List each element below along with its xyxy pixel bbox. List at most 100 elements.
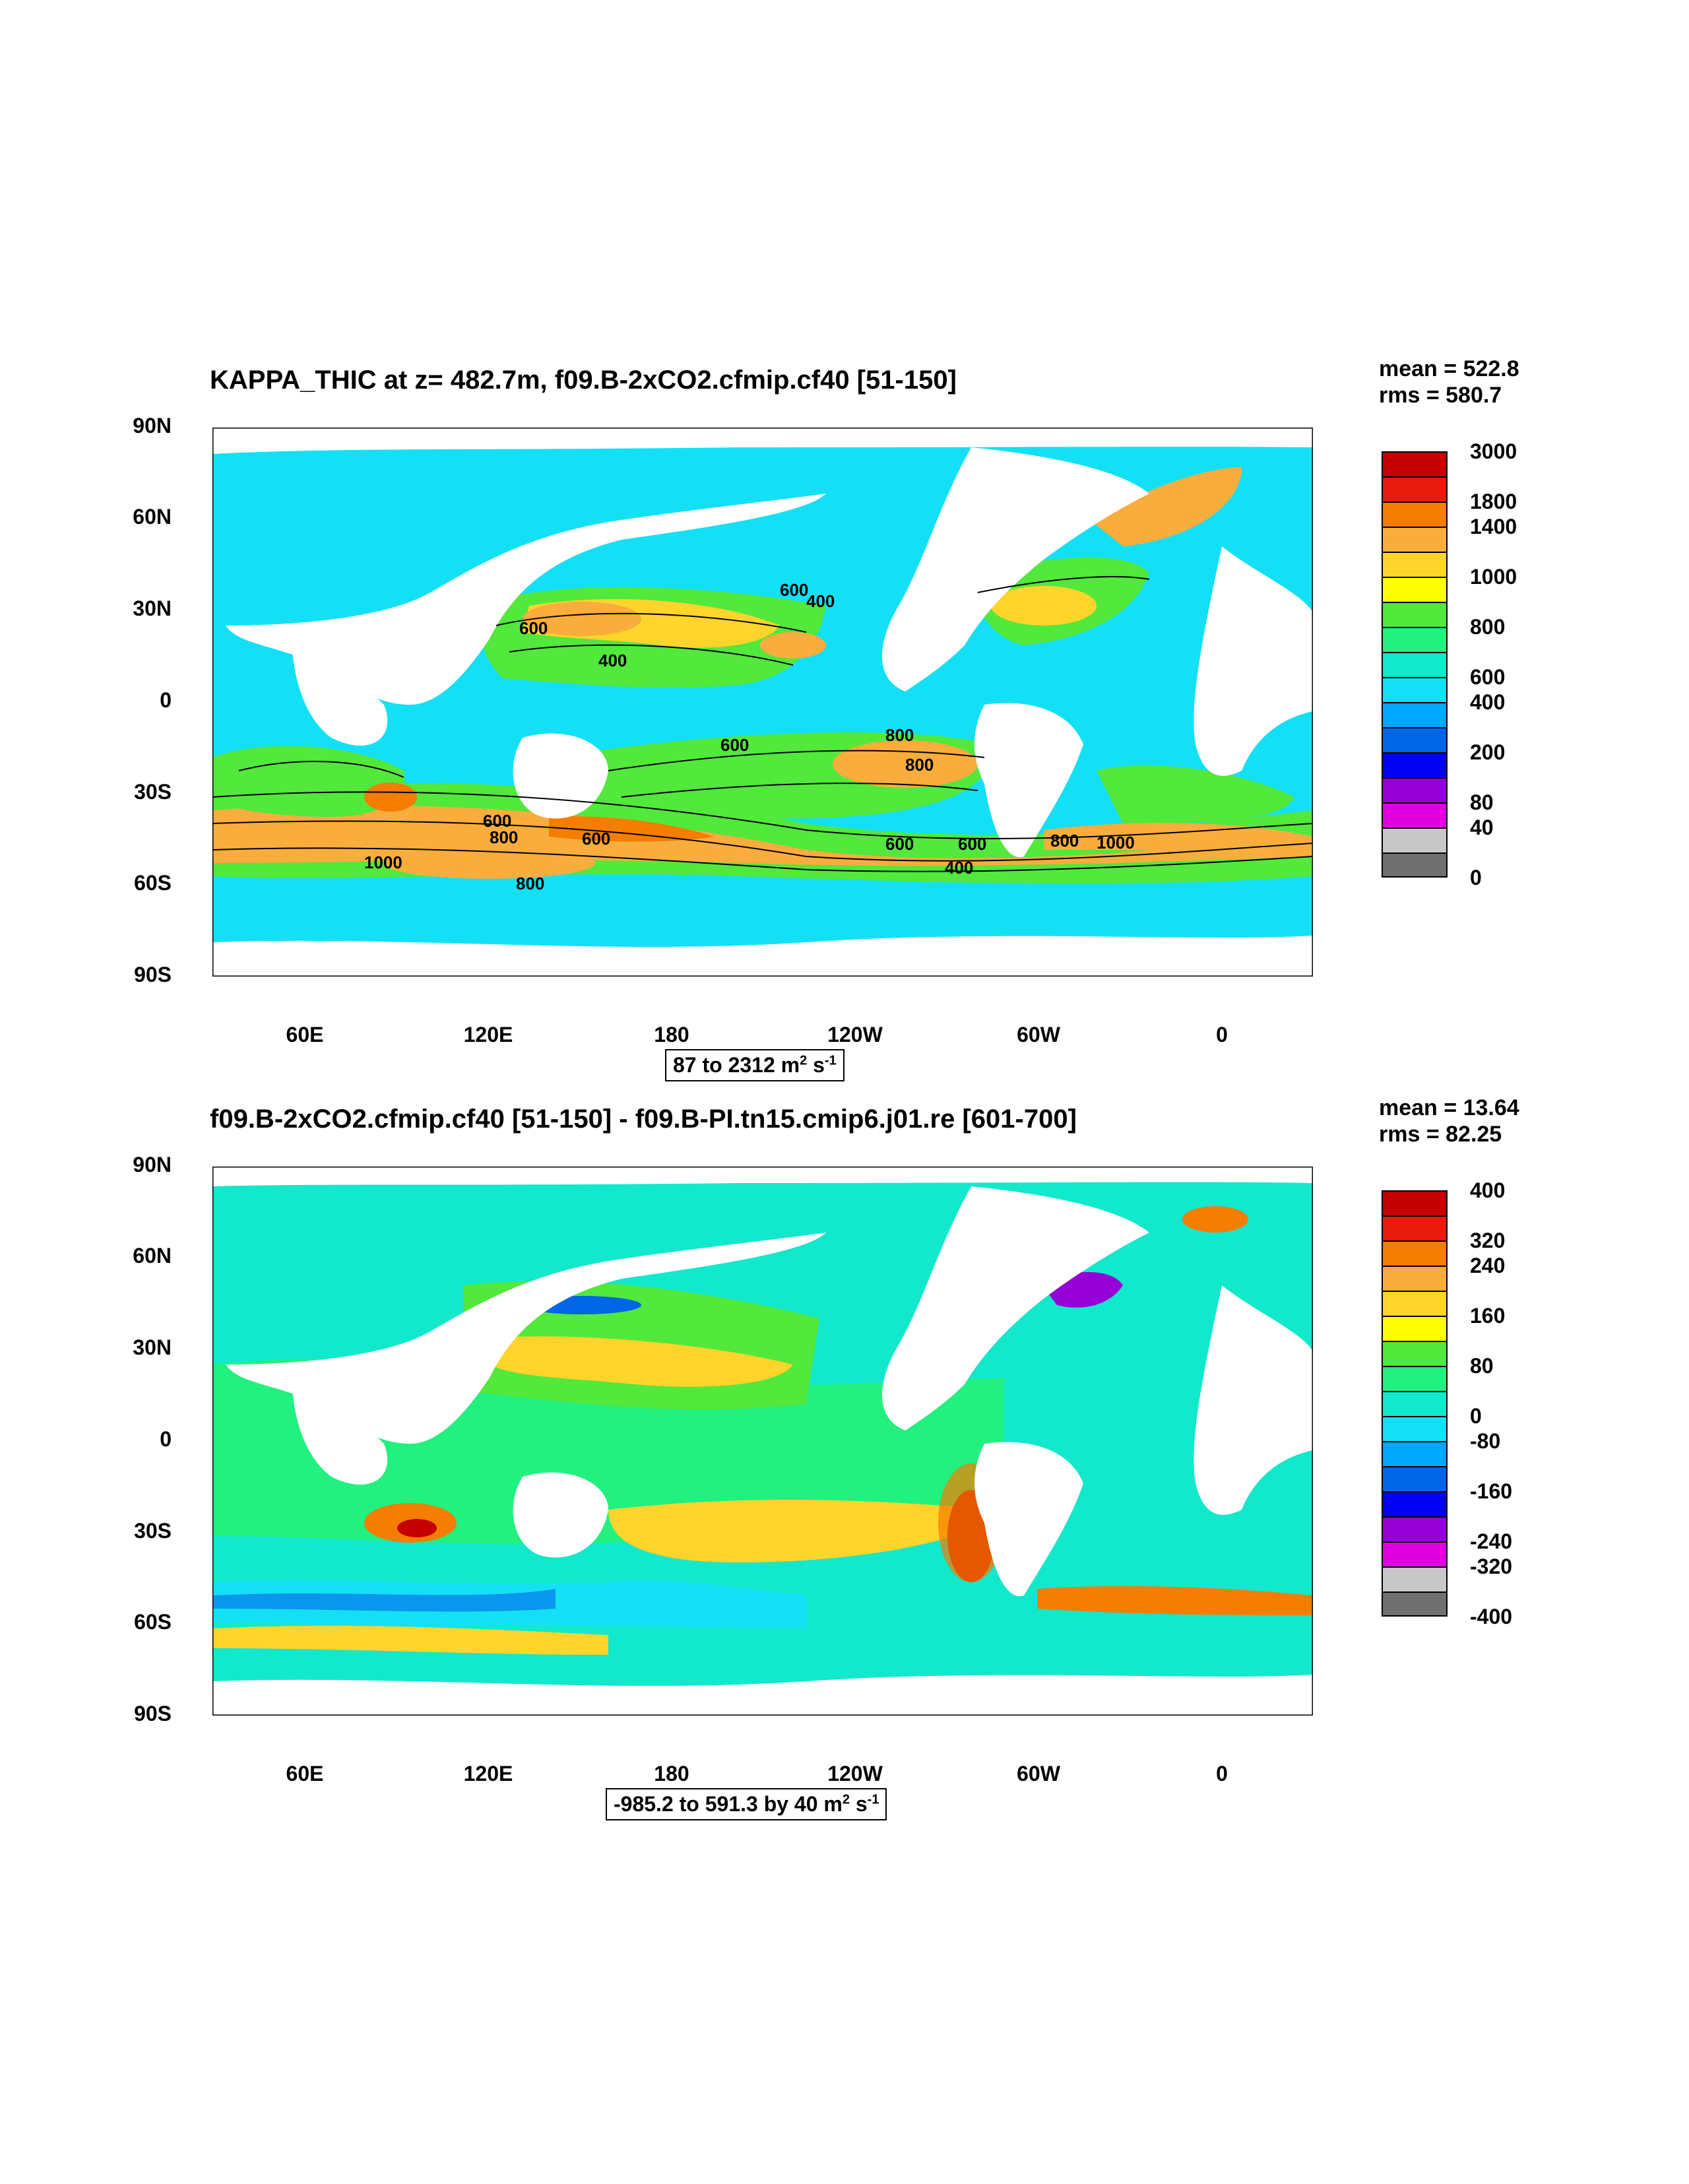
contour-label: 800: [1050, 831, 1079, 851]
subpolar-core: [1090, 467, 1242, 546]
colorbar-cell: [1382, 577, 1448, 602]
south-indian-band: [212, 746, 405, 817]
colorbar-tick-label: 1400: [1470, 515, 1517, 538]
colorbar-cell: [1382, 702, 1448, 727]
colorbar-cell: [1382, 1591, 1448, 1617]
ytick-30n: 30N: [133, 596, 172, 620]
contour-label: 600: [483, 811, 511, 831]
ytick-90n: 90N: [133, 1153, 172, 1176]
panel-title: f09.B-2xCO2.cfmip.cf40 [51-150] - f09.B-…: [210, 1105, 1077, 1134]
colorbar-tick-label: 400: [1470, 690, 1506, 714]
xtick-60e: 60E: [286, 1023, 324, 1046]
colorbar-cell: [1382, 527, 1448, 552]
eurasia-land: [226, 494, 826, 705]
colorbar-cell: [1382, 727, 1448, 752]
ytick-90s: 90S: [134, 1702, 172, 1725]
colorbar-cell: [1382, 827, 1448, 852]
bottom-panel: f09.B-2xCO2.cfmip.cf40 [51-150] - f09.B-…: [0, 1095, 1689, 1821]
colorbar-cell: [1382, 1291, 1448, 1316]
colorbar-tick-label: 80: [1470, 790, 1494, 814]
colorbar-tick-label: 160: [1470, 1304, 1506, 1328]
acc-core: [549, 816, 714, 842]
xtick-120e: 120E: [463, 1762, 513, 1785]
colorbar-cell: [1382, 1366, 1448, 1391]
colorbar-cell: [1382, 1416, 1448, 1441]
contour-label: 600: [885, 834, 914, 854]
rms-label: rms = 580.7: [1379, 383, 1502, 408]
ytick-60s: 60S: [134, 871, 172, 895]
south-pacific-yellow: [608, 1500, 991, 1562]
xtick-180: 180: [654, 1762, 689, 1785]
map-plot: 600 400 400 600 800 600 600 800 600 600 1000 800 100…: [212, 428, 1313, 977]
xtick-0: 0: [1216, 1762, 1228, 1785]
mean-label: mean = 13.64: [1379, 1095, 1519, 1120]
xtick-180: 180: [654, 1023, 689, 1046]
indian-negative-band: [212, 1589, 556, 1612]
ytick-30n: 30N: [133, 1335, 172, 1359]
range-label: -985.2 to 591.3 by 40 m2 s-1: [606, 1788, 887, 1820]
contour-label: 400: [806, 591, 835, 611]
colorbar-tick-label: 240: [1470, 1254, 1506, 1277]
eurasia-land: [226, 1233, 826, 1444]
africa-west-europe-land: [1194, 1285, 1313, 1515]
colorbar-tick-label: 0: [1470, 866, 1482, 889]
contour-label: 600: [582, 829, 610, 849]
ytick-60s: 60S: [134, 1610, 172, 1634]
arctic-land: [212, 428, 1313, 454]
np-east-core: [760, 632, 826, 658]
australia-land: [513, 733, 608, 819]
colorbar-tick-label: -320: [1470, 1555, 1513, 1578]
antarctica-land: [212, 936, 1313, 977]
colorbar-cell: [1382, 652, 1448, 677]
north-america-land: [882, 1186, 1149, 1430]
colorbar-tick-label: 1000: [1470, 565, 1517, 589]
contour-label: 400: [598, 651, 627, 670]
colorbar-cell: [1382, 1215, 1448, 1240]
colorbar-cell: [1382, 1441, 1448, 1466]
ytick-30s: 30S: [134, 780, 172, 804]
south-pacific-core: [833, 740, 978, 788]
mean-label: mean = 522.8: [1379, 356, 1519, 381]
colorbar-cell: [1382, 627, 1448, 652]
contour-label: 600: [519, 618, 548, 638]
colorbar-cell: [1382, 1391, 1448, 1416]
south-indian-core: [397, 1519, 437, 1537]
xtick-120w: 120W: [827, 1762, 883, 1785]
subpolar-positive: [1182, 1206, 1248, 1233]
xtick-60e: 60E: [286, 1762, 324, 1785]
colorbar-cell: [1382, 1240, 1448, 1266]
contour-label: 600: [958, 834, 986, 854]
ytick-0: 0: [160, 1427, 172, 1451]
colorbar-tick-label: -400: [1470, 1605, 1513, 1628]
colorbar-tick-label: 1800: [1470, 490, 1517, 513]
africa-west-europe-land: [1194, 546, 1313, 776]
colorbar-cell: [1382, 752, 1448, 777]
colorbar-cell: [1382, 1316, 1448, 1341]
kuroshio-core: [523, 602, 641, 636]
colorbar-cell: [1382, 1266, 1448, 1291]
colorbar-cell: [1382, 602, 1448, 627]
acc-indian: [384, 847, 595, 879]
colorbar-tick-label: 3000: [1470, 439, 1517, 463]
xtick-0: 0: [1216, 1023, 1228, 1046]
colorbar-tick-label: 320: [1470, 1229, 1506, 1252]
north-america-land: [882, 447, 1149, 691]
colorbar-cell: [1382, 451, 1448, 476]
arctic-land: [212, 1167, 1313, 1186]
ytick-30s: 30S: [134, 1519, 172, 1543]
colorbar-tick-label: 0: [1470, 1404, 1482, 1428]
australia-land: [513, 1472, 608, 1558]
colorbar-tick-label: -160: [1470, 1479, 1513, 1503]
colorbar-cell: [1382, 476, 1448, 501]
contour-label: 1000: [364, 852, 402, 872]
colorbar-tick-label: 600: [1470, 665, 1506, 689]
contour-label: 400: [945, 858, 973, 878]
acc-yellow: [212, 1625, 608, 1655]
ytick-90s: 90S: [134, 963, 172, 986]
ytick-60n: 60N: [133, 1244, 172, 1268]
colorbar-tick-label: 800: [1470, 615, 1506, 639]
colorbar-cell: [1382, 802, 1448, 827]
colorbar: [1382, 451, 1448, 878]
